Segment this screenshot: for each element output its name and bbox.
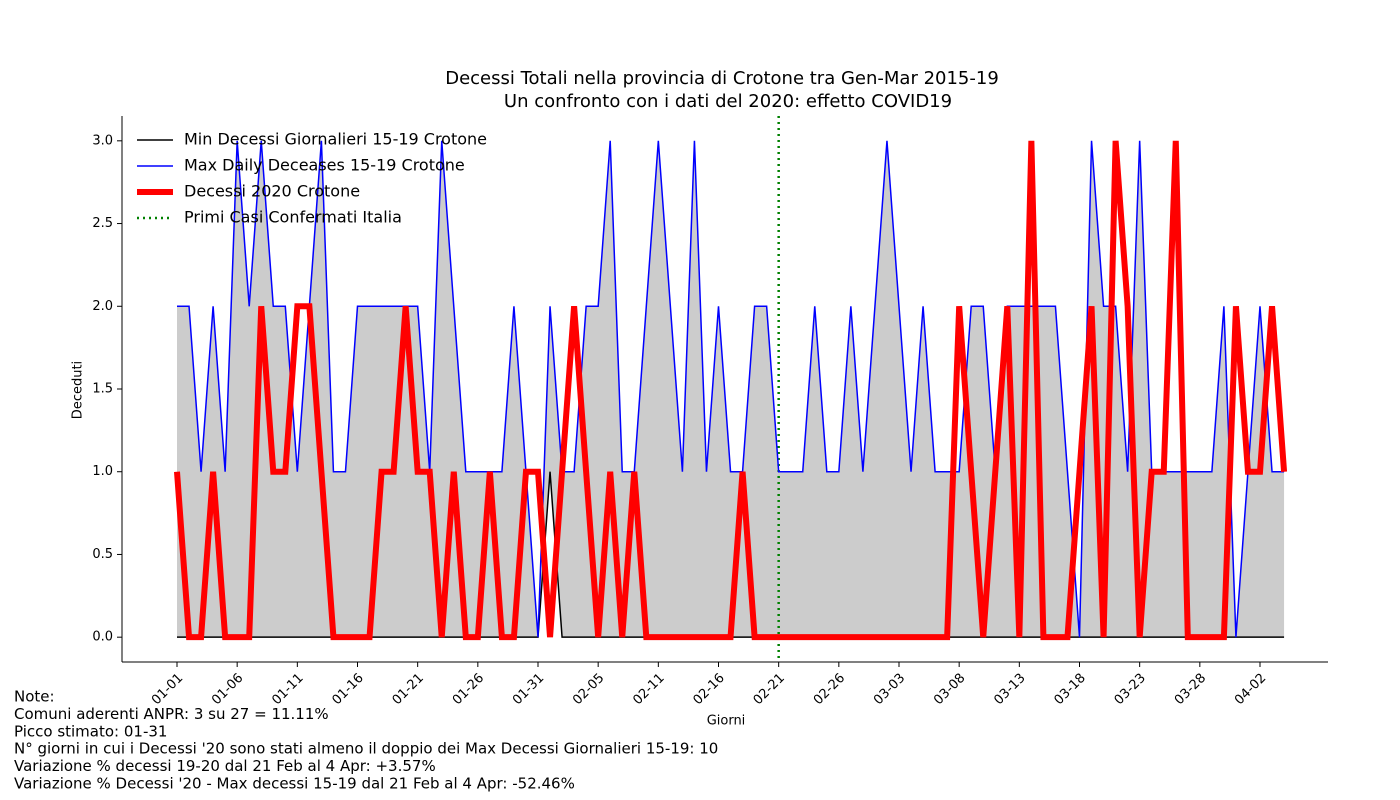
x-tick-label: 01-06 xyxy=(209,671,246,708)
y-tick-label: 3.0 xyxy=(92,133,113,148)
y-tick-label: 1.5 xyxy=(92,382,113,397)
x-tick-label: 02-21 xyxy=(751,671,788,708)
x-tick-label: 02-05 xyxy=(570,671,607,708)
x-tick-label: 01-26 xyxy=(450,671,487,708)
x-tick-label: 01-31 xyxy=(510,671,547,708)
y-tick-label: 0.0 xyxy=(92,630,113,645)
note-line: Note: xyxy=(14,688,55,706)
y-tick-label: 1.0 xyxy=(92,464,113,479)
chart-subtitle: Un confronto con i dati del 2020: effett… xyxy=(504,91,952,112)
x-tick-label: 02-16 xyxy=(690,671,727,708)
range-fill xyxy=(177,140,1285,638)
series-line xyxy=(177,140,1285,638)
x-tick-label: 03-23 xyxy=(1112,671,1149,708)
note-line: N° giorni in cui i Decessi '20 sono stat… xyxy=(14,740,718,758)
x-tick-label: 03-03 xyxy=(871,671,908,708)
x-tick-label: 01-16 xyxy=(329,671,366,708)
series-line xyxy=(174,140,1288,641)
y-tick-label: 2.0 xyxy=(92,299,113,314)
x-tick-label: 01-21 xyxy=(390,671,427,708)
x-tick-label: 03-28 xyxy=(1172,671,1209,708)
x-tick-label: 03-13 xyxy=(991,671,1028,708)
y-tick-label: 0.5 xyxy=(92,547,113,562)
x-axis-label: Giorni xyxy=(707,714,746,729)
x-tick-label: 02-11 xyxy=(630,671,667,708)
note-line: Variazione % decessi 19-20 dal 21 Feb al… xyxy=(14,757,436,775)
legend-label: Primi Casi Confermati Italia xyxy=(184,208,402,227)
note-line: Variazione % Decessi '20 - Max decessi 1… xyxy=(14,775,575,793)
note-line: Comuni aderenti ANPR: 3 su 27 = 11.11% xyxy=(14,705,329,723)
chart-title: Decessi Totali nella provincia di Croton… xyxy=(445,68,999,89)
y-axis-label: Deceduti xyxy=(71,361,86,419)
note-line: Picco stimato: 01-31 xyxy=(14,722,167,740)
legend-label: Decessi 2020 Crotone xyxy=(184,182,360,201)
x-tick-label: 03-18 xyxy=(1051,671,1088,708)
legend-label: Max Daily Deceases 15-19 Crotone xyxy=(184,156,465,175)
legend-label: Min Decessi Giornalieri 15-19 Crotone xyxy=(184,130,487,149)
x-tick-label: 02-26 xyxy=(811,671,848,708)
x-tick-label: 01-11 xyxy=(269,671,306,708)
x-tick-label: 03-08 xyxy=(931,671,968,708)
x-tick-label: 04-02 xyxy=(1232,671,1269,708)
x-tick-label: 01-01 xyxy=(149,671,186,708)
y-tick-label: 2.5 xyxy=(92,216,113,231)
